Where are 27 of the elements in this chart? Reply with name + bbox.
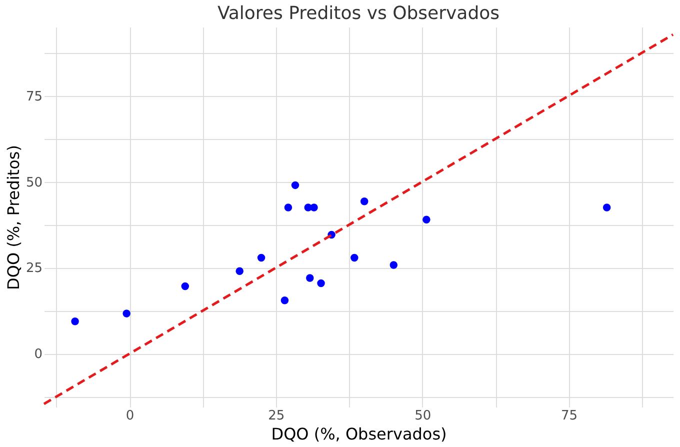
y-tick-label: 0 xyxy=(34,347,42,362)
x-tick-label: 75 xyxy=(560,408,578,424)
point xyxy=(317,279,325,288)
point xyxy=(310,204,318,212)
x-tick-label: 25 xyxy=(268,408,285,424)
point xyxy=(350,254,358,262)
point xyxy=(122,310,130,318)
x-axis-title: DQO (%, Observados) xyxy=(271,424,447,444)
y-axis-title: DQO (%, Preditos) xyxy=(4,145,23,290)
point xyxy=(280,296,289,304)
point xyxy=(422,216,430,224)
point xyxy=(360,197,368,206)
chart-title: Valores Preditos vs Observados xyxy=(217,3,500,24)
point xyxy=(236,267,244,276)
y-tick-label: 50 xyxy=(26,175,42,190)
y-tick-label: 25 xyxy=(26,261,42,276)
point xyxy=(390,261,398,269)
point xyxy=(257,254,266,262)
x-tick-label: 50 xyxy=(414,408,432,424)
point xyxy=(284,204,292,212)
point xyxy=(306,274,314,282)
point xyxy=(71,318,79,326)
point xyxy=(181,282,190,290)
point xyxy=(291,181,300,190)
point xyxy=(602,204,611,212)
y-tick-label: 75 xyxy=(26,89,42,104)
x-tick-label: 0 xyxy=(126,408,134,424)
